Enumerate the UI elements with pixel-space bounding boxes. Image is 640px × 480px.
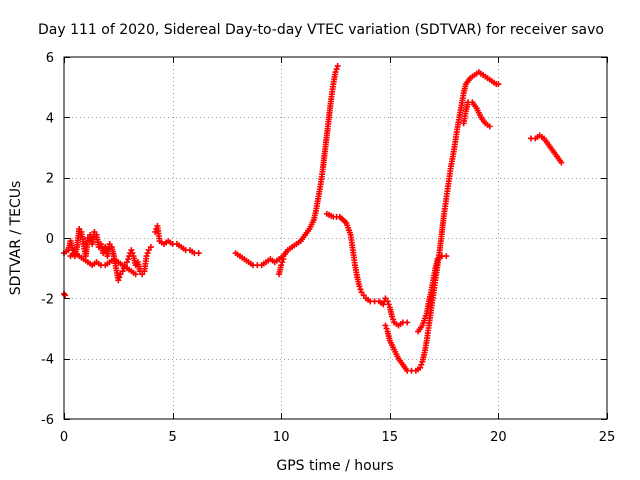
grid-lines bbox=[64, 57, 607, 419]
data-point bbox=[143, 253, 150, 260]
y-axis-label: SDTVAR / TECUs bbox=[8, 181, 24, 296]
data-point bbox=[404, 319, 411, 326]
data-point bbox=[382, 322, 389, 329]
data-point bbox=[385, 301, 392, 308]
data-point bbox=[132, 271, 139, 278]
data-point bbox=[76, 225, 83, 232]
data-point bbox=[152, 228, 159, 235]
data-point bbox=[129, 250, 136, 257]
data-point bbox=[106, 241, 113, 248]
data-point bbox=[380, 301, 387, 308]
data-point bbox=[357, 286, 364, 293]
data-point bbox=[384, 298, 391, 305]
data-point bbox=[360, 292, 367, 299]
data-point bbox=[278, 262, 285, 269]
data-point bbox=[558, 159, 565, 166]
data-point bbox=[115, 277, 122, 284]
data-point bbox=[119, 268, 126, 275]
x-tick-label: 0 bbox=[60, 430, 68, 445]
data-point bbox=[382, 295, 389, 302]
data-point bbox=[116, 274, 123, 281]
y-tick-label: 2 bbox=[46, 172, 54, 187]
x-tick-label: 5 bbox=[168, 430, 176, 445]
data-point bbox=[279, 259, 286, 266]
axis-ticks bbox=[64, 57, 608, 420]
data-point bbox=[383, 325, 390, 332]
data-point bbox=[356, 283, 363, 290]
data-point bbox=[62, 292, 69, 299]
data-point bbox=[388, 313, 395, 320]
y-tick-label: 6 bbox=[46, 51, 54, 66]
x-axis-label: GPS time / hours bbox=[276, 458, 393, 474]
data-point bbox=[128, 247, 135, 254]
data-point bbox=[195, 250, 202, 257]
y-tick-label: -2 bbox=[41, 292, 54, 307]
x-tick-label: 25 bbox=[599, 430, 616, 445]
y-tick-label: -6 bbox=[41, 413, 54, 428]
data-point bbox=[91, 228, 98, 235]
x-tick-label: 20 bbox=[490, 430, 507, 445]
data-point bbox=[125, 256, 132, 263]
data-point bbox=[418, 361, 425, 368]
data-point bbox=[144, 250, 151, 257]
y-tick-label: 4 bbox=[46, 111, 54, 126]
x-tick-label: 10 bbox=[273, 430, 290, 445]
data-point bbox=[334, 63, 341, 70]
data-point bbox=[390, 316, 397, 323]
data-point bbox=[443, 253, 450, 260]
data-point bbox=[145, 247, 152, 254]
data-point bbox=[495, 81, 502, 88]
data-point bbox=[117, 271, 124, 278]
data-markers bbox=[61, 63, 565, 374]
tick-labels: 0 5 10 15 20 25 -6 -4 -2 0 2 4 6 bbox=[41, 51, 615, 445]
data-point bbox=[333, 66, 340, 73]
data-point bbox=[417, 364, 424, 371]
y-tick-label: 0 bbox=[46, 232, 54, 247]
data-point bbox=[123, 259, 130, 266]
y-tick-label: -4 bbox=[41, 353, 54, 368]
chart-title: Day 111 of 2020, Sidereal Day-to-day VTE… bbox=[38, 22, 604, 38]
data-point bbox=[280, 256, 287, 263]
data-point bbox=[332, 69, 339, 76]
data-point bbox=[486, 123, 493, 130]
data-point bbox=[358, 289, 365, 296]
data-point bbox=[139, 271, 146, 278]
x-tick-label: 15 bbox=[382, 430, 399, 445]
data-point bbox=[147, 244, 154, 251]
